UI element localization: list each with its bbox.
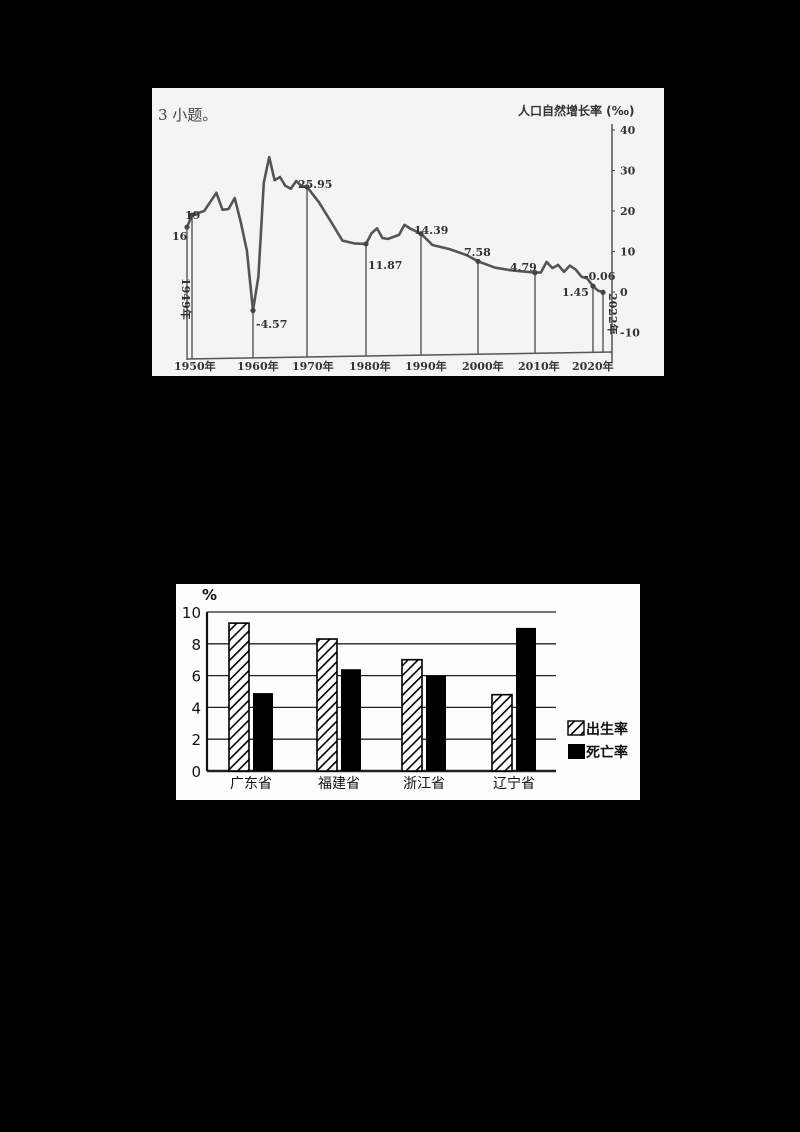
value-label: 1.45 <box>562 286 589 299</box>
value-label: 11.87 <box>368 259 402 272</box>
category-label: 浙江省 <box>403 776 445 792</box>
y-tick-label: -10 <box>620 327 640 340</box>
category-label: 广东省 <box>230 776 272 792</box>
line-chart-panel: 3 小题。 人口自然增长率 (‰) 40 30 20 10 0 -10 16 19 -4.57 25.… <box>152 88 664 376</box>
legend-label-death: 死亡率 <box>585 744 628 761</box>
y-tick-label: 20 <box>620 205 636 218</box>
bar-chart-panel: % 0 2 4 6 8 10 广东省 福建省 浙江省 辽宁省 出生率死亡率 <box>176 584 640 800</box>
data-point <box>184 224 190 230</box>
death-rate-bar <box>426 675 446 771</box>
value-label: 19 <box>185 209 200 222</box>
start-year-label: 1949年 <box>179 278 193 320</box>
y-tick-label: 30 <box>620 165 636 178</box>
end-year-label: 2022年 <box>606 293 620 335</box>
value-label: -4.57 <box>256 318 287 331</box>
x-tick-label: 1980年 <box>349 359 391 373</box>
x-tick-label: 2010年 <box>518 359 560 373</box>
data-point <box>590 283 596 289</box>
data-point <box>600 289 606 295</box>
x-tick-label: 1950年 <box>174 359 216 373</box>
birth-rate-bar <box>491 693 513 772</box>
value-label: 14.39 <box>414 224 448 237</box>
category-label: 福建省 <box>318 776 360 792</box>
value-label: 25.95 <box>298 178 332 191</box>
data-point <box>304 184 310 190</box>
data-point <box>250 307 256 314</box>
death-rate-bar <box>341 669 361 771</box>
death-rate-bar <box>516 627 536 771</box>
y-tick-label: 4 <box>191 699 201 717</box>
value-label: 4.79 <box>510 261 537 274</box>
data-point <box>363 241 369 247</box>
value-label: -0.06 <box>584 270 616 283</box>
x-tick-label: 2000年 <box>462 359 504 373</box>
value-label: 16 <box>172 230 188 243</box>
y-tick-label: 6 <box>191 668 201 686</box>
data-point <box>475 258 481 264</box>
y-tick-label: 0 <box>191 763 201 781</box>
y-tick-label: 0 <box>620 286 628 299</box>
population-growth-line-chart: 3 小题。 人口自然增长率 (‰) 40 30 20 10 0 -10 16 19 -4.57 25.… <box>158 103 640 373</box>
category-label: 辽宁省 <box>493 775 535 792</box>
x-tick-label: 1960年 <box>237 359 279 373</box>
x-axis-line <box>186 351 613 360</box>
y-tick-label: 8 <box>191 636 201 654</box>
growth-rate-line <box>185 155 604 312</box>
y-tick-label: 2 <box>191 731 201 749</box>
legend-label-birth: 出生率 <box>586 721 628 738</box>
birth-rate-bar <box>316 638 338 772</box>
data-point <box>532 270 538 276</box>
y-unit-label: % <box>202 586 217 604</box>
legend-swatch-death <box>568 744 585 759</box>
legend-swatch-birth <box>567 720 585 736</box>
y-tick-label: 10 <box>182 604 201 622</box>
birth-rate-bar <box>228 622 250 772</box>
death-rate-bar <box>253 693 273 771</box>
x-tick-label: 2020年 <box>572 359 614 373</box>
y-tick-label: 10 <box>620 246 636 259</box>
y-tick-label: 40 <box>620 124 636 137</box>
y-axis-title: 人口自然增长率 (‰) <box>518 103 634 118</box>
birth-rate-bar <box>401 658 423 772</box>
data-point <box>418 231 424 237</box>
value-label: 7.58 <box>464 246 491 259</box>
data-point <box>189 212 195 218</box>
x-tick-label: 1970年 <box>292 359 334 373</box>
x-tick-label: 1990年 <box>405 359 447 373</box>
header-fragment-text: 3 小题。 <box>158 106 217 124</box>
